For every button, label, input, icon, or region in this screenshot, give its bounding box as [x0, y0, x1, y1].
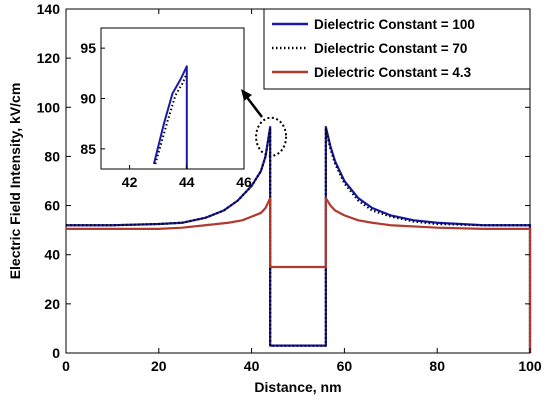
- y-tick-label: 60: [44, 198, 60, 214]
- legend-box: [263, 8, 531, 90]
- inset-series-line-2: [154, 72, 188, 165]
- zoom-arrow-head: [241, 89, 252, 101]
- legend: Dielectric Constant = 100 Dielectric Cons…: [263, 8, 531, 90]
- x-tick-label: 80: [429, 358, 445, 374]
- inset-x-tick-label: 44: [179, 174, 195, 190]
- y-tick-label: 0: [52, 345, 60, 361]
- inset-series-line-1: [152, 65, 188, 169]
- series-line-3: [66, 197, 532, 353]
- x-tick-label: 20: [151, 358, 167, 374]
- zoom-circle: [255, 116, 288, 157]
- y-tick-label: 100: [37, 99, 61, 115]
- y-tick-label: 120: [37, 50, 61, 66]
- zoom-arrow-line: [245, 95, 263, 118]
- inset-y-tick-label: 95: [80, 40, 96, 56]
- y-tick-label: 40: [44, 247, 60, 263]
- x-tick-label: 60: [337, 358, 353, 374]
- inset-x-tick-label: 46: [236, 174, 252, 190]
- y-tick-label: 140: [37, 1, 61, 17]
- inset-frame: [100, 27, 245, 170]
- x-tick-label: 40: [244, 358, 260, 374]
- legend-label-1: Dielectric Constant = 100: [314, 17, 475, 32]
- series-line-2: [66, 128, 532, 353]
- inset-x-tick-label: 42: [122, 174, 138, 190]
- legend-label-2: Dielectric Constant = 70: [314, 41, 467, 56]
- x-tick-label: 100: [518, 358, 542, 374]
- x-tick-label: 0: [62, 358, 70, 374]
- y-axis-label: Electric Field Intensity, kV/cm: [7, 83, 23, 280]
- inset-y-tick-label: 85: [80, 141, 96, 157]
- y-tick-label: 20: [44, 296, 60, 312]
- legend-label-3: Dielectric Constant = 4.3: [314, 65, 472, 80]
- zoom-annotation: [241, 89, 288, 157]
- inset-y-tick-label: 90: [80, 91, 96, 107]
- y-tick-label: 80: [44, 148, 60, 164]
- x-axis-label: Distance, nm: [254, 379, 341, 395]
- inset-plot-area: 42 44 46 85 90 95: [80, 27, 252, 190]
